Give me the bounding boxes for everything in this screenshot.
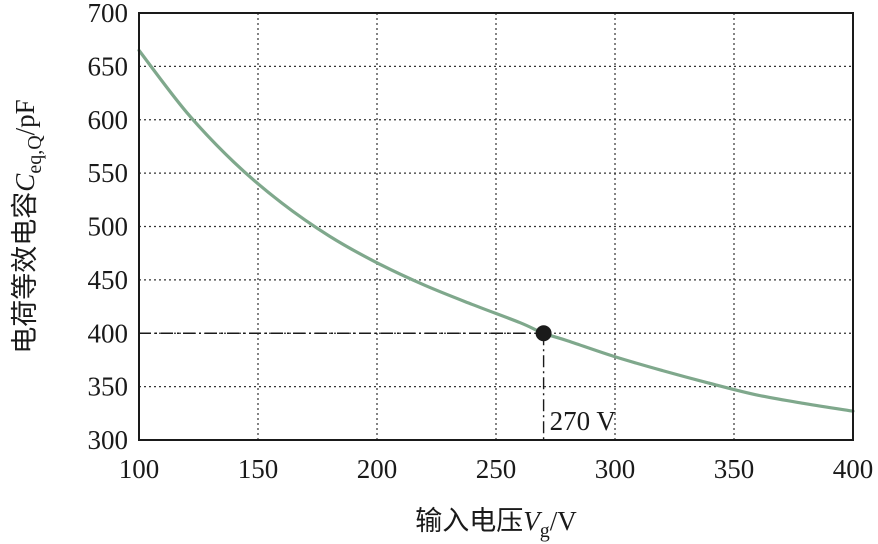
y-tick-label-650: 650 [88, 51, 129, 81]
x-axis-title-symbol: V [523, 506, 543, 536]
x-axis-title-subscript: g [540, 520, 550, 542]
x-axis-title-unit: /V [550, 506, 578, 536]
x-axis-title-main: 输入电压 [415, 506, 523, 537]
y-tick-label-400: 400 [88, 318, 129, 348]
x-tick-label-150: 150 [238, 454, 279, 484]
y-tick-label-700: 700 [88, 0, 129, 28]
x-tick-label-200: 200 [357, 454, 398, 484]
y-tick-label-450: 450 [88, 265, 129, 295]
y-axis-title: 电荷等效电容Ceq,Q/pF [10, 99, 46, 353]
x-tick-label-250: 250 [476, 454, 517, 484]
y-tick-label-500: 500 [88, 212, 129, 242]
y-tick-label-300: 300 [88, 425, 129, 455]
y-axis-title-unit: /pF [10, 99, 40, 135]
x-tick-label-350: 350 [714, 454, 755, 484]
annotation-label: 270 V [550, 406, 617, 436]
y-axis-title-symbol: C [10, 173, 40, 192]
annotation-point [535, 325, 552, 342]
x-axis-title: 输入电压Vg/V [415, 506, 577, 542]
tick-labels: 100 150 200 250 300 350 400 300 350 400 450 500 550 6… [88, 0, 874, 484]
x-tick-label-400: 400 [833, 454, 874, 484]
y-tick-label-600: 600 [88, 105, 129, 135]
y-axis-title-subscript: eq,Q [24, 135, 46, 174]
annotation-layer: 270 V [535, 325, 617, 436]
x-tick-label-100: 100 [119, 454, 160, 484]
series-line-0 [137, 48, 855, 413]
grid [139, 13, 853, 440]
y-tick-label-350: 350 [88, 372, 129, 402]
plot-frame [138, 12, 854, 441]
series-layer [137, 48, 855, 413]
y-tick-label-550: 550 [88, 158, 129, 188]
y-axis-title-main: 电荷等效电容 [10, 192, 41, 354]
annotation-guides [139, 332, 545, 440]
x-tick-label-300: 300 [595, 454, 636, 484]
